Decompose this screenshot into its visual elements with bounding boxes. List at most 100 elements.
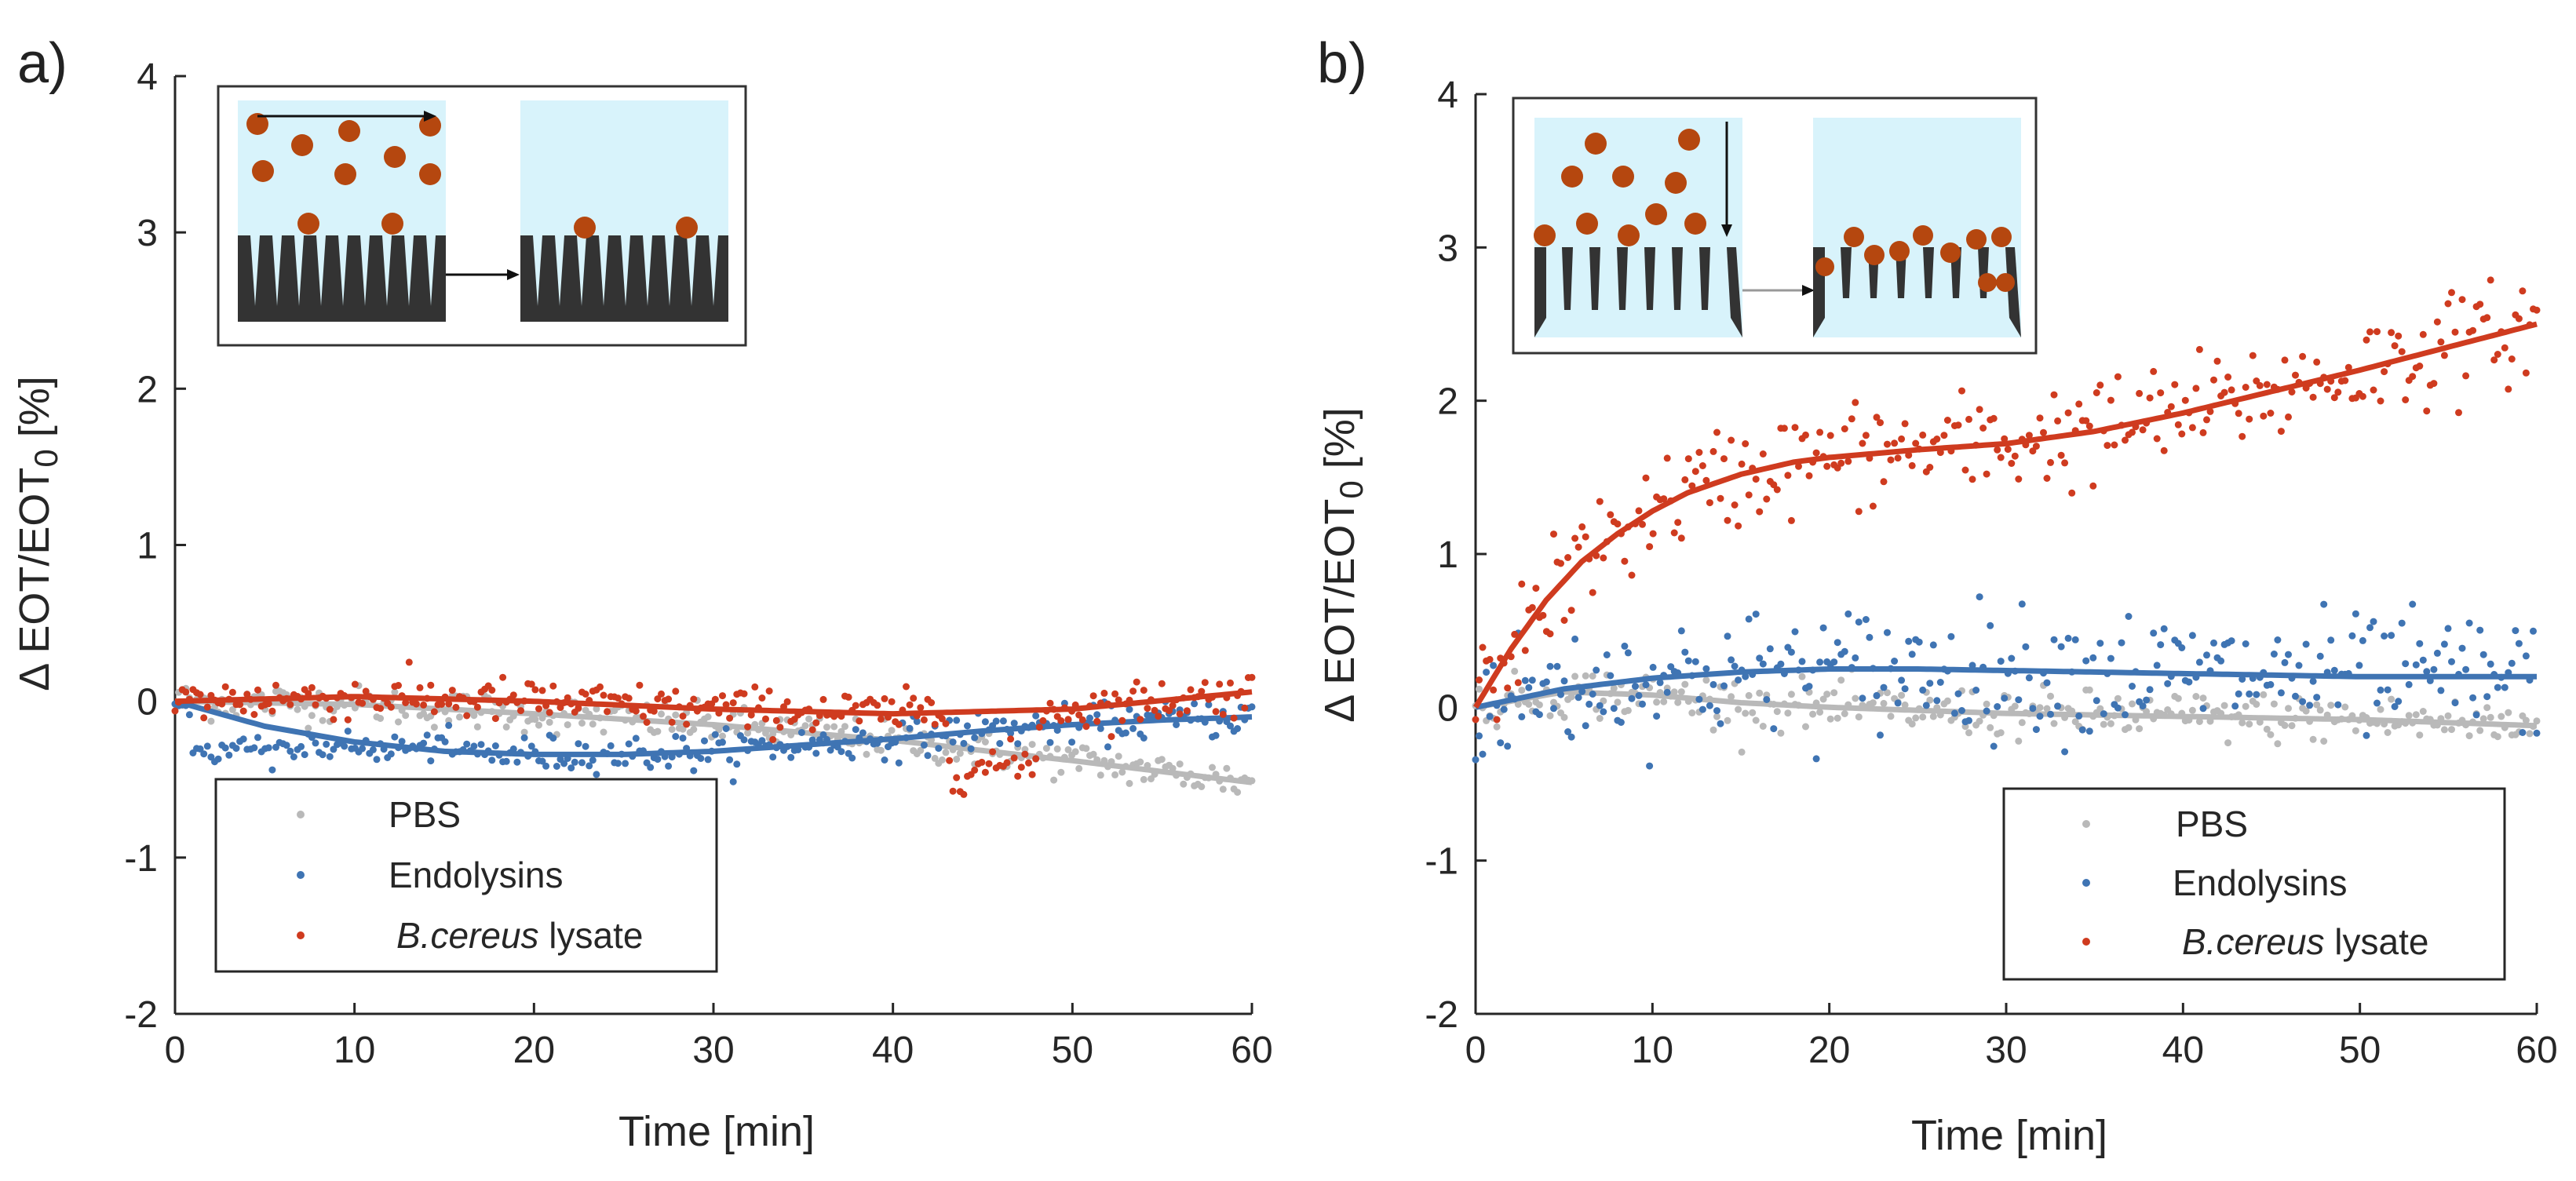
panel-b-point-endolysins	[1663, 688, 1671, 696]
panel-b-point-endolysins	[1752, 611, 1760, 618]
panel-a-point-endolysins	[895, 759, 903, 767]
panel-a-point-endolysins	[387, 750, 395, 758]
panel-a-legend-marker-pbs	[297, 811, 305, 818]
panel-a: a) 0 10 20 30 40 50 60 -2 -1 0 1 2 3 4 Time [min] Δ E…	[11, 32, 1273, 1155]
panel-b-point-pbs	[1742, 709, 1750, 717]
panel-b-point-lysate	[1511, 630, 1519, 638]
panel-b-x-tick-label: 50	[2339, 1030, 2381, 1071]
panel-b-point-pbs	[2174, 694, 2182, 702]
panel-b-point-lysate	[1826, 432, 1834, 439]
panel-a-point-endolysins	[949, 738, 957, 746]
panel-a-point-endolysins	[967, 745, 975, 753]
panel-b-point-endolysins	[2096, 640, 2104, 647]
panel-a-point-lysate	[1075, 711, 1083, 719]
panel-b-inset-schematic	[1512, 97, 2038, 355]
panel-b-point-endolysins	[1560, 677, 1568, 685]
panel-a-point-endolysins	[992, 717, 1000, 725]
panel-b-point-lysate	[2043, 475, 2051, 482]
panel-b-point-endolysins	[2377, 686, 2384, 694]
panel-a-point-endolysins	[924, 752, 932, 760]
panel-b-point-pbs	[2388, 695, 2395, 703]
panel-b-point-pbs	[2526, 730, 2534, 738]
panel-a-point-lysate	[1129, 687, 1137, 695]
panel-a-point-endolysins	[647, 764, 655, 771]
panel-b-point-pbs	[1887, 713, 1895, 720]
panel-b-point-pbs	[1809, 710, 1817, 718]
panel-b-point-endolysins	[2203, 651, 2210, 659]
panel-b-point-endolysins	[1972, 687, 1980, 694]
panel-b-point-lysate	[2490, 356, 2498, 364]
panel-b-point-pbs	[1919, 713, 1927, 721]
panel-b-point-pbs	[1798, 673, 1806, 680]
panel-b-point-pbs	[1511, 667, 1519, 675]
panel-b-point-endolysins	[2508, 659, 2516, 667]
panel-a-point-endolysins	[1227, 722, 1234, 730]
panel-b-point-lysate	[1844, 457, 1852, 465]
panel-b-point-endolysins	[2029, 705, 2037, 713]
panel-b-point-lysate	[1795, 462, 1802, 470]
panel-b-point-endolysins	[2050, 636, 2058, 643]
panel-b-point-lysate	[1684, 455, 1692, 463]
panel-b-point-pbs	[1546, 712, 1554, 720]
panel-a-point-lysate	[719, 692, 726, 700]
panel-a-point-pbs	[377, 715, 385, 722]
panel-a-point-lysate	[272, 681, 279, 689]
panel-b-point-lysate	[2256, 381, 2264, 389]
panel-a-point-lysate	[1021, 750, 1029, 758]
panel-a-point-endolysins	[250, 744, 258, 752]
panel-b-point-pbs	[1759, 723, 1767, 730]
panel-b-point-lysate	[1940, 432, 1948, 439]
panel-b-point-endolysins	[2054, 702, 2062, 710]
panel-b-point-endolysins	[2430, 665, 2438, 673]
panel-a-point-lysate	[1032, 755, 1040, 763]
panel-b-point-endolysins	[2469, 694, 2477, 702]
panel-a-point-lysate	[1219, 710, 1227, 718]
panel-b-point-lysate	[1976, 406, 1983, 414]
panel-b-point-lysate	[1518, 580, 1526, 588]
panel-a-point-pbs	[1137, 758, 1144, 766]
panel-a-point-endolysins	[463, 740, 471, 748]
panel-b-point-lysate	[2469, 326, 2477, 334]
panel-b-point-pbs	[1852, 694, 1859, 702]
panel-b-point-lysate	[2494, 351, 2501, 358]
panel-a-point-endolysins	[326, 753, 334, 760]
panel-b-point-lysate	[2157, 389, 2165, 397]
panel-b-point-endolysins	[1958, 707, 1965, 714]
panel-b-point-endolysins	[1624, 649, 1632, 657]
panel-b-point-endolysins	[1968, 662, 1976, 669]
panel-a-point-pbs	[1089, 750, 1097, 758]
panel-b-point-lysate	[1802, 431, 1809, 439]
panel-a-point-endolysins	[769, 753, 777, 761]
panel-b-legend-label-pbs: PBS	[2176, 804, 2248, 844]
panel-b-point-lysate	[1681, 476, 1689, 483]
panel-b-point-lysate	[2129, 428, 2136, 436]
panel-a-point-endolysins	[787, 753, 795, 761]
panel-b-point-lysate	[2519, 287, 2527, 295]
panel-a-point-pbs	[535, 721, 542, 729]
panel-b-point-endolysins	[2309, 677, 2317, 685]
panel-b-point-lysate	[2238, 432, 2246, 440]
panel-a-point-endolysins	[971, 734, 979, 742]
panel-b-point-endolysins	[1759, 660, 1767, 668]
panel-b-point-endolysins	[1905, 637, 1913, 645]
panel-b-point-endolysins	[1770, 725, 1778, 733]
panel-b-point-pbs	[2242, 702, 2249, 710]
panel-a-y-tick-label: 3	[137, 213, 158, 254]
panel-b-point-endolysins	[1649, 663, 1657, 671]
panel-b-point-endolysins	[2476, 626, 2484, 634]
panel-b-point-endolysins	[1954, 690, 1962, 698]
panel-a-point-endolysins	[520, 734, 528, 742]
panel-b-point-lysate	[2483, 314, 2491, 322]
panel-b-point-pbs	[2440, 726, 2448, 734]
panel-b-point-endolysins	[2153, 662, 2161, 669]
panel-b-point-endolysins	[1521, 676, 1529, 684]
panel-b-point-lysate	[2093, 389, 2100, 396]
panel-a-point-pbs	[589, 720, 597, 728]
panel-b-point-endolysins	[1830, 658, 1838, 666]
panel-a-x-tick-label: 30	[692, 1030, 734, 1071]
panel-b-point-endolysins	[1621, 642, 1629, 650]
panel-b-point-pbs	[1819, 695, 1827, 703]
panel-a-point-endolysins	[553, 763, 560, 770]
panel-a-point-endolysins	[733, 760, 741, 768]
panel-b-point-endolysins	[2082, 657, 2090, 665]
